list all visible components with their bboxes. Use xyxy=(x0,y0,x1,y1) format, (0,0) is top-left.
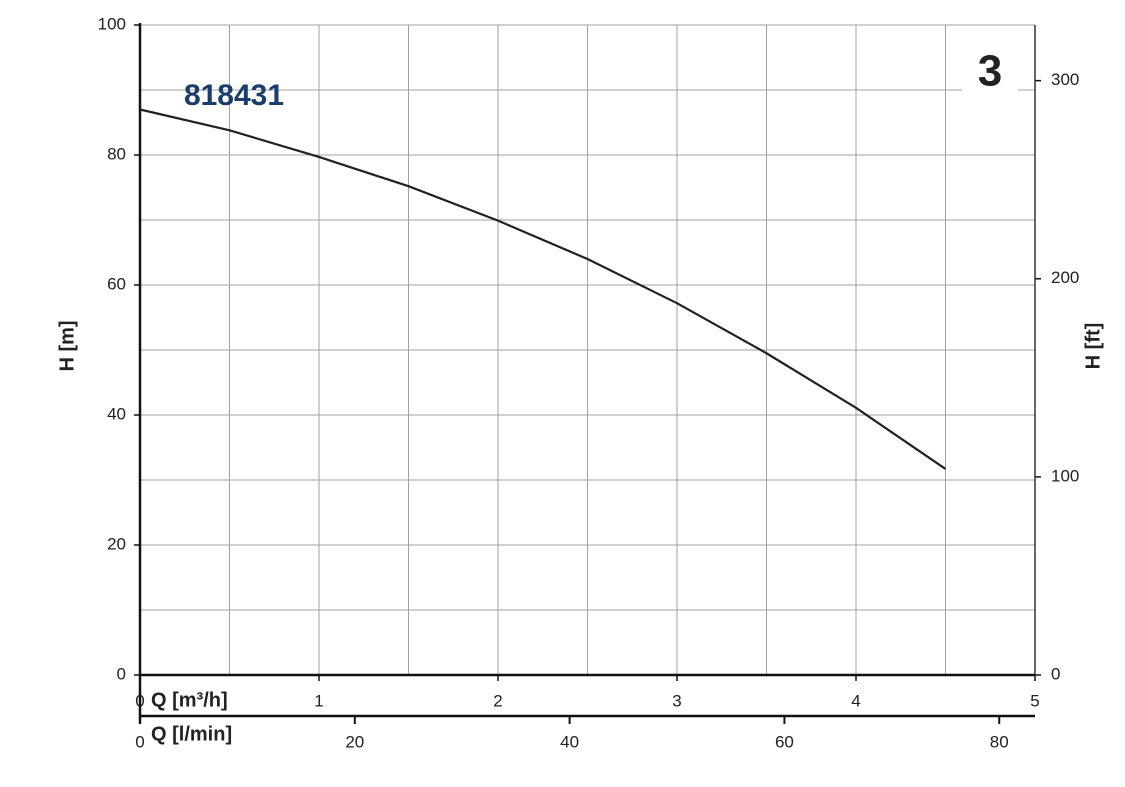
x-tick-label: 4 xyxy=(851,691,860,710)
y2-tick-label: 200 xyxy=(1051,268,1079,287)
y2-tick-label: 0 xyxy=(1051,664,1060,683)
y-tick-label: 0 xyxy=(117,664,126,683)
pump-curve xyxy=(139,108,947,470)
y-tick-label: 40 xyxy=(107,404,126,423)
x2-axis-label: Q [l/min] xyxy=(151,723,232,745)
x-tick-label: 3 xyxy=(672,691,681,710)
x2-tick-label: 40 xyxy=(560,732,579,751)
x-tick-label: 5 xyxy=(1030,691,1039,710)
curve-label: 818431 xyxy=(184,79,284,112)
badge-bg xyxy=(962,50,1018,94)
x2-tick-label: 0 xyxy=(135,732,144,751)
y2-tick-label: 100 xyxy=(1051,466,1079,485)
y2-tick-label: 300 xyxy=(1051,70,1079,89)
y-axis-label: H [m] xyxy=(56,320,78,371)
x-axis-label: Q [m³/h] xyxy=(151,689,228,711)
panel-number: 3 xyxy=(978,47,1002,96)
x2-tick-label: 60 xyxy=(775,732,794,751)
y-tick-label: 20 xyxy=(107,534,126,553)
y-tick-label: 60 xyxy=(107,274,126,293)
x-tick-label: 1 xyxy=(314,691,323,710)
x2-tick-label: 80 xyxy=(990,732,1009,751)
y-tick-label: 80 xyxy=(107,144,126,163)
x2-tick-label: 20 xyxy=(345,732,364,751)
y-tick-label: 100 xyxy=(98,14,126,33)
x-tick-label: 2 xyxy=(493,691,502,710)
y2-axis-label: H [ft] xyxy=(1082,323,1104,370)
